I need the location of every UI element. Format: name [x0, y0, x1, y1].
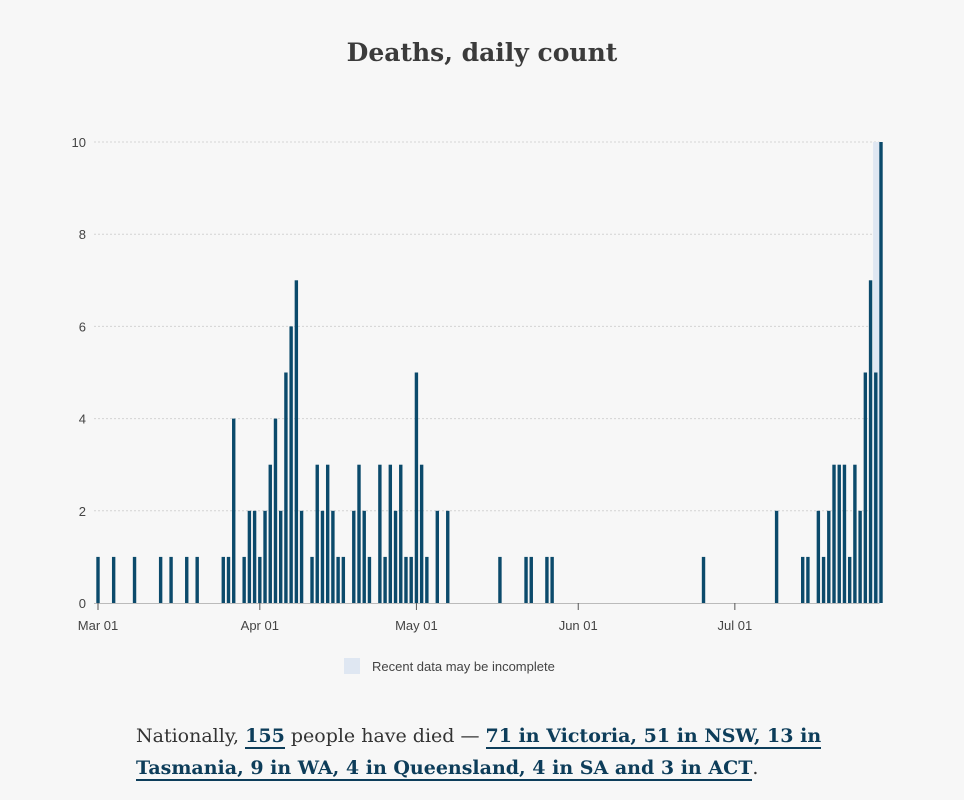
bar — [185, 556, 189, 603]
summary-prefix: Nationally, — [136, 725, 240, 747]
bar — [550, 556, 554, 603]
legend: Recent data may be incomplete — [344, 658, 555, 674]
bar — [232, 418, 236, 603]
bar — [299, 510, 304, 603]
bar — [352, 510, 356, 603]
y-tick-label: 6 — [79, 319, 86, 334]
bar — [341, 556, 346, 603]
bar — [399, 464, 403, 603]
bar — [545, 556, 549, 603]
legend-label: Recent data may be incomplete — [372, 658, 555, 674]
bar — [263, 510, 267, 603]
y-axis-ticks: 0 2 4 6 8 10 — [72, 135, 86, 611]
summary-text: Nationally, 155 people have died — 71 in… — [136, 720, 836, 784]
x-axis-ticks: Mar 01 Apr 01 May 01 Jun 01 Jul 01 — [78, 603, 752, 633]
bar — [419, 464, 424, 603]
bar — [273, 418, 278, 603]
bar — [806, 556, 810, 603]
bar — [853, 464, 857, 603]
bar — [821, 556, 826, 603]
bar — [404, 556, 408, 603]
bar — [874, 372, 878, 603]
bar — [388, 464, 393, 603]
bar — [357, 464, 361, 603]
bar — [111, 556, 116, 603]
bar — [132, 556, 137, 603]
bar — [96, 556, 100, 603]
y-tick-label: 8 — [79, 227, 86, 242]
bar — [837, 464, 841, 603]
bar — [195, 556, 199, 603]
bar — [336, 556, 340, 603]
bar — [832, 464, 836, 603]
bar — [409, 556, 413, 603]
bar — [842, 464, 847, 603]
bar — [827, 510, 831, 603]
x-tick-label: Jul 01 — [717, 618, 752, 633]
bar — [289, 326, 293, 603]
bar — [158, 556, 163, 603]
bar — [858, 510, 862, 603]
bar — [446, 510, 450, 603]
summary-suffix: . — [752, 757, 759, 779]
bar — [414, 372, 419, 603]
bar — [367, 556, 372, 603]
total-deaths-link[interactable]: 155 — [245, 725, 285, 749]
bar — [378, 464, 382, 603]
bar — [258, 556, 262, 603]
bar — [816, 510, 821, 603]
bar — [868, 280, 873, 603]
x-tick-label: May 01 — [395, 618, 438, 633]
legend-swatch — [344, 658, 360, 674]
bar — [863, 372, 868, 603]
bar — [279, 510, 283, 603]
bar — [879, 142, 883, 603]
bar — [247, 510, 252, 603]
bar — [801, 556, 805, 603]
bar — [325, 464, 330, 603]
bar — [774, 510, 779, 603]
bar — [435, 510, 439, 603]
y-tick-label: 2 — [79, 504, 86, 519]
bar — [294, 280, 299, 603]
bar — [320, 510, 325, 603]
y-tick-label: 10 — [72, 135, 86, 150]
bar — [847, 556, 852, 603]
bar — [310, 556, 314, 603]
bar — [315, 464, 319, 603]
bar — [393, 510, 398, 603]
bar — [252, 510, 257, 603]
bar — [169, 556, 173, 603]
bar — [242, 556, 246, 603]
bar — [268, 464, 272, 603]
bars — [96, 142, 883, 603]
x-tick-label: Apr 01 — [241, 618, 279, 633]
state-breakdown-link[interactable]: 71 in Victoria, 51 in NSW, 13 in Tasmani… — [136, 725, 822, 781]
bar — [221, 556, 225, 603]
bar — [226, 556, 231, 603]
bar — [383, 556, 387, 603]
y-tick-label: 4 — [79, 412, 86, 427]
bar — [362, 510, 366, 603]
x-tick-label: Mar 01 — [78, 618, 118, 633]
y-tick-label: 0 — [79, 596, 86, 611]
chart-title: Deaths, daily count — [346, 38, 618, 67]
x-tick-label: Jun 01 — [559, 618, 598, 633]
bar — [524, 556, 528, 603]
bar — [425, 556, 429, 603]
bar — [701, 556, 706, 603]
summary-middle: people have died — — [290, 725, 480, 747]
grid-lines — [94, 141, 880, 512]
bar — [331, 510, 335, 603]
bar — [284, 372, 288, 603]
bar — [498, 556, 502, 603]
bar — [529, 556, 533, 603]
